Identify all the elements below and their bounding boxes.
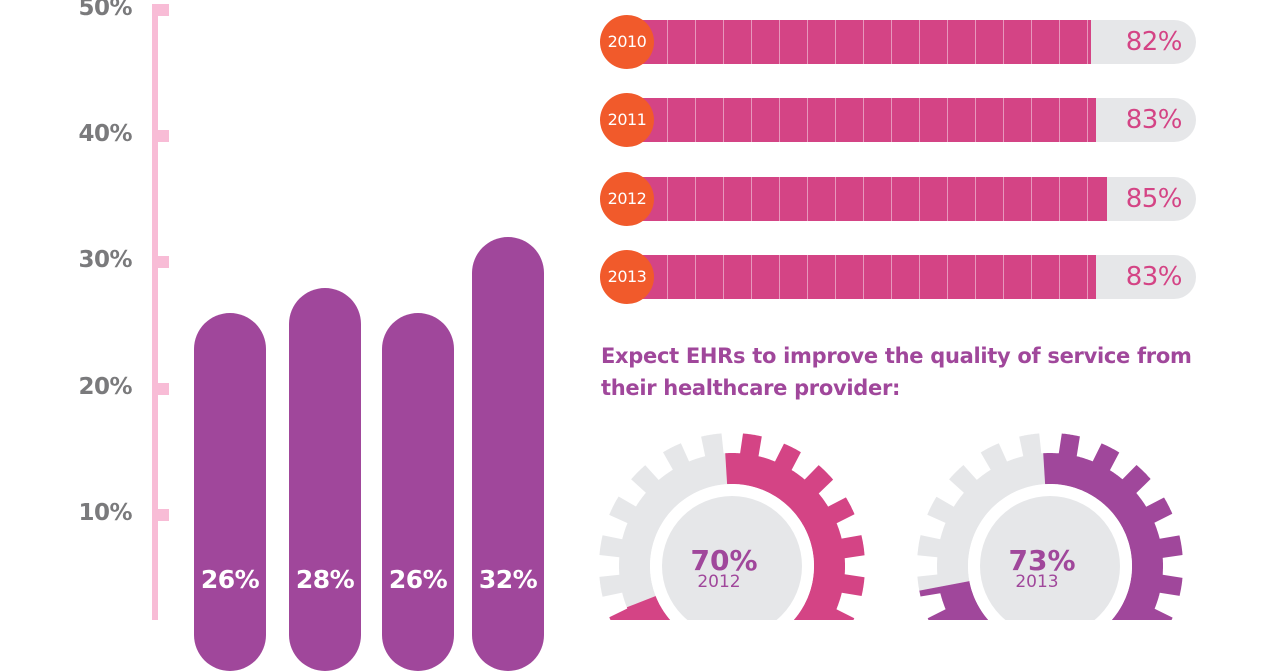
y-tick-label: 40%	[78, 121, 132, 148]
gauge-year-label: 2012	[697, 572, 740, 592]
gauge-year-label: 2013	[1015, 572, 1058, 592]
bar	[472, 237, 544, 671]
y-axis-line	[152, 4, 158, 620]
bar	[382, 312, 454, 671]
gauge-hub	[662, 496, 802, 620]
y-tick-label: 30%	[78, 247, 132, 274]
hbar-row: 2013 83%	[598, 248, 1198, 306]
y-axis-tick	[152, 382, 169, 395]
hbar-row: 2010 82%	[598, 13, 1198, 71]
bar-value-label: 26%	[200, 565, 260, 594]
y-tick-label: 20%	[78, 373, 132, 400]
hbar-fill	[640, 98, 1096, 142]
hbar-row: 2012 85%	[598, 170, 1198, 228]
bar-value-label: 26%	[388, 565, 448, 594]
hbar-fill	[640, 177, 1107, 221]
gauge-value-segment	[609, 433, 865, 620]
gauge-section-heading: Expect EHRs to improve the quality of se…	[601, 344, 1192, 400]
year-badge: 2013	[600, 250, 654, 304]
gauge-value-segment	[919, 433, 1183, 620]
gauge-ring	[968, 484, 1132, 620]
gauge-remainder-segment	[917, 433, 1046, 591]
hbar-value-label: 83%	[1125, 262, 1183, 292]
y-tick-label: 50%	[78, 0, 132, 21]
gauge-percent-label: 70%	[690, 544, 757, 577]
bar-value-label: 32%	[478, 565, 538, 594]
gauge-ring	[650, 484, 814, 620]
y-tick-label: 10%	[78, 499, 132, 526]
hbar-value-label: 83%	[1125, 105, 1183, 135]
gauge-percent-label: 73%	[1008, 544, 1075, 577]
hbar-value-label: 82%	[1125, 27, 1183, 57]
hbar-value-label: 85%	[1125, 184, 1183, 214]
gauge-hub	[980, 496, 1120, 620]
bar-value-label: 28%	[295, 565, 355, 594]
hbar-fill	[640, 255, 1096, 299]
bar	[194, 312, 266, 671]
y-axis-tick	[152, 130, 169, 143]
hbar-row: 2011 83%	[598, 91, 1198, 149]
y-axis-tick	[152, 508, 169, 521]
vertical-bar-chart: 10% 20% 30% 40% 50% 26% 28% 26% 32%	[0, 0, 580, 671]
hbar-fill	[640, 20, 1091, 64]
year-badge: 2011	[600, 93, 654, 147]
y-axis-tick	[152, 256, 169, 269]
bar	[289, 287, 361, 671]
y-axis-tick	[152, 4, 169, 16]
year-badge: 2012	[600, 172, 654, 226]
gauge-remainder-segment	[599, 433, 728, 608]
year-badge: 2010	[600, 15, 654, 69]
